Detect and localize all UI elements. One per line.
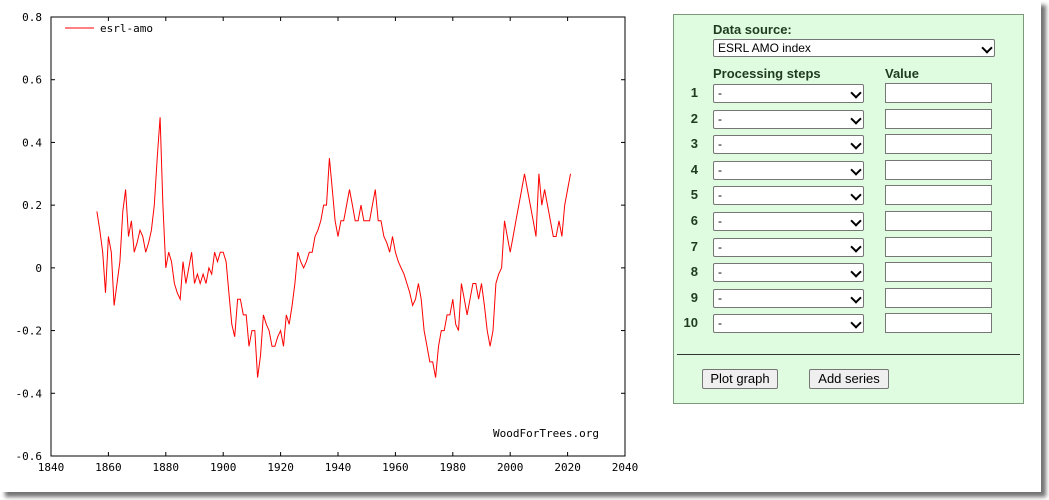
y-tick-label: 0.8 — [22, 11, 42, 24]
step-select-value: - — [718, 291, 722, 305]
step-select-value: - — [718, 86, 722, 100]
series-line-esrl-amo — [96, 117, 571, 378]
step-value-input[interactable] — [885, 288, 992, 308]
x-tick-label: 2020 — [554, 461, 581, 474]
chevron-down-icon — [981, 42, 993, 54]
data-source-value: ESRL AMO index — [718, 41, 811, 55]
step-select[interactable]: - — [713, 186, 864, 205]
x-tick-label: 1900 — [210, 461, 237, 474]
x-tick-label: 1940 — [325, 461, 352, 474]
chevron-down-icon — [850, 138, 862, 150]
step-number: 1 — [690, 85, 698, 100]
step-value-input[interactable] — [885, 160, 992, 180]
chevron-down-icon — [850, 189, 862, 201]
step-value-input[interactable] — [885, 313, 992, 333]
step-value-input[interactable] — [885, 134, 992, 154]
step-select[interactable]: - — [713, 314, 864, 333]
step-select-value: - — [718, 188, 722, 202]
chevron-down-icon — [850, 317, 862, 329]
step-select-value: - — [718, 163, 722, 177]
data-source-select[interactable]: ESRL AMO index — [713, 39, 995, 57]
step-value-input[interactable] — [885, 185, 992, 205]
step-number: 6 — [690, 213, 698, 228]
chevron-down-icon — [850, 113, 862, 125]
step-number: 7 — [690, 239, 698, 254]
step-number: 9 — [690, 290, 698, 305]
step-value-input[interactable] — [885, 262, 992, 282]
chevron-down-icon — [850, 292, 862, 304]
step-value-input[interactable] — [885, 237, 992, 257]
y-tick-label: -0.2 — [16, 325, 43, 338]
y-tick-label: -0.6 — [16, 450, 43, 463]
x-tick-label: 1960 — [382, 461, 409, 474]
add-series-button[interactable]: Add series — [809, 369, 889, 389]
data-source-label: Data source: — [713, 22, 792, 37]
step-select[interactable]: - — [713, 238, 864, 257]
step-select-value: - — [718, 214, 722, 228]
settings-panel: Data source: ESRL AMO index Processing s… — [673, 14, 1024, 404]
step-number: 10 — [683, 315, 698, 330]
step-value-input[interactable] — [885, 109, 992, 129]
chevron-down-icon — [850, 241, 862, 253]
step-value-input[interactable] — [885, 83, 992, 103]
step-select-value: - — [718, 316, 722, 330]
y-tick-label: 0.6 — [22, 74, 42, 87]
step-select[interactable]: - — [713, 110, 864, 129]
step-number: 5 — [690, 187, 698, 202]
step-select[interactable]: - — [713, 135, 864, 154]
plot-graph-button[interactable]: Plot graph — [702, 369, 778, 389]
x-tick-label: 1860 — [95, 461, 122, 474]
step-select-value: - — [718, 265, 722, 279]
y-tick-label: -0.4 — [16, 387, 43, 400]
watermark: WoodForTrees.org — [493, 427, 599, 440]
step-select-value: - — [718, 112, 722, 126]
step-number: 8 — [690, 264, 698, 279]
chart: 1840 1860 1880 1900 1920 1940 1960 1980 2000 2020… — [16, 11, 639, 474]
step-select[interactable]: - — [713, 212, 864, 231]
chevron-down-icon — [850, 164, 862, 176]
step-select-value: - — [718, 240, 722, 254]
x-tick-label: 1840 — [38, 461, 65, 474]
chevron-down-icon — [850, 215, 862, 227]
legend: esrl-amo — [65, 22, 153, 35]
step-value-input[interactable] — [885, 211, 992, 231]
step-select[interactable]: - — [713, 161, 864, 180]
x-tick-label: 1980 — [440, 461, 467, 474]
legend-label: esrl-amo — [100, 22, 153, 35]
step-select[interactable]: - — [713, 263, 864, 282]
chevron-down-icon — [850, 87, 862, 99]
value-header: Value — [885, 66, 919, 81]
processing-steps-header: Processing steps — [713, 66, 821, 81]
step-select[interactable]: - — [713, 84, 864, 103]
x-tick-label: 1920 — [267, 461, 294, 474]
divider — [677, 354, 1020, 355]
step-number: 4 — [690, 162, 698, 177]
x-tick-label: 1880 — [153, 461, 180, 474]
step-select-value: - — [718, 137, 722, 151]
x-tick-label: 2000 — [497, 461, 524, 474]
y-tick-label: 0 — [35, 262, 42, 275]
step-select[interactable]: - — [713, 289, 864, 308]
chevron-down-icon — [850, 266, 862, 278]
y-tick-label: 0.2 — [22, 199, 42, 212]
step-number: 2 — [690, 111, 698, 126]
x-tick-label: 2040 — [612, 461, 639, 474]
step-number: 3 — [690, 136, 698, 151]
y-tick-label: 0.4 — [22, 136, 42, 149]
